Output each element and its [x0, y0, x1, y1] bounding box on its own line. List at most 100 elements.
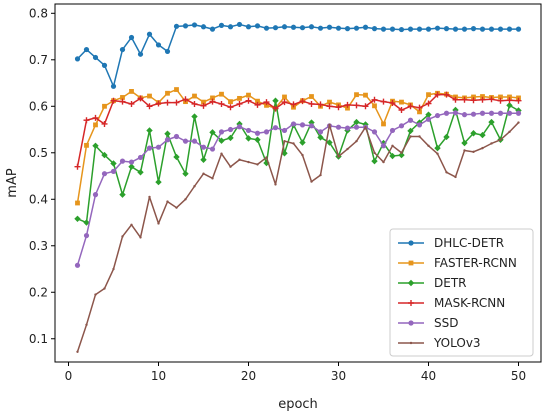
data-point-ssd	[236, 124, 243, 130]
legend-item-yolov3: YOLOv3	[398, 336, 481, 350]
data-point-yolov3	[319, 173, 322, 177]
data-point-mask-rcnn	[263, 99, 270, 106]
data-point-mask-rcnn	[434, 91, 441, 98]
data-point-dhlc-detr	[308, 24, 315, 30]
x-tick-label: 30	[331, 369, 346, 383]
data-point-dhlc-detr	[497, 26, 504, 32]
data-point-ssd	[344, 125, 351, 131]
data-point-detr	[137, 169, 144, 176]
data-point-yolov3	[247, 160, 250, 164]
data-point-detr	[182, 170, 189, 177]
data-point-mask-rcnn	[146, 103, 153, 110]
data-point-faster-rcnn	[192, 93, 197, 99]
data-point-dhlc-detr	[119, 46, 126, 53]
data-point-yolov3	[292, 142, 295, 145]
data-point-dhlc-detr	[236, 21, 243, 28]
data-point-detr	[128, 163, 135, 170]
data-point-faster-rcnn	[201, 99, 206, 105]
data-point-mask-rcnn	[245, 97, 252, 104]
data-point-yolov3	[139, 236, 142, 239]
data-point-ssd	[443, 110, 450, 116]
data-point-faster-rcnn	[426, 92, 431, 98]
data-point-detr	[200, 156, 207, 163]
data-point-faster-rcnn	[165, 90, 170, 96]
legend-marker-detr	[407, 279, 415, 287]
data-point-faster-rcnn	[210, 95, 215, 101]
data-point-dhlc-detr	[164, 48, 171, 55]
data-point-faster-rcnn	[480, 94, 485, 99]
data-point-faster-rcnn	[507, 94, 512, 100]
data-point-faster-rcnn	[327, 99, 332, 105]
data-point-mask-rcnn	[119, 98, 126, 105]
data-point-dhlc-detr	[290, 24, 297, 30]
data-point-ssd	[497, 110, 504, 116]
data-point-mask-rcnn	[110, 97, 117, 104]
data-point-mask-rcnn	[317, 101, 324, 108]
series-yolov3	[76, 121, 520, 353]
data-point-mask-rcnn	[299, 98, 306, 105]
series-detr	[74, 97, 522, 226]
data-point-ssd	[398, 123, 405, 129]
data-point-ssd	[452, 110, 459, 116]
data-point-dhlc-detr	[515, 26, 522, 32]
data-point-dhlc-detr	[470, 26, 477, 32]
data-point-yolov3	[220, 152, 223, 155]
legend-label-detr: DETR	[434, 276, 467, 290]
data-point-yolov3	[103, 287, 106, 290]
series-layer	[74, 21, 522, 353]
data-point-yolov3	[400, 151, 403, 154]
data-point-detr	[146, 127, 153, 134]
data-point-mask-rcnn	[290, 101, 297, 108]
data-point-mask-rcnn	[443, 91, 450, 98]
data-point-yolov3	[454, 175, 457, 179]
data-point-ssd	[515, 110, 522, 116]
data-point-detr	[209, 129, 216, 136]
data-point-ssd	[434, 112, 441, 119]
data-point-faster-rcnn	[228, 99, 233, 105]
data-point-yolov3	[355, 139, 358, 143]
x-axis-label: epoch	[278, 397, 318, 412]
data-point-dhlc-detr	[443, 26, 450, 32]
data-point-mask-rcnn	[92, 114, 99, 121]
data-point-ssd	[191, 138, 198, 144]
data-point-mask-rcnn	[164, 99, 171, 106]
data-point-ssd	[389, 127, 396, 134]
data-point-mask-rcnn	[227, 104, 234, 111]
data-point-detr	[425, 111, 432, 118]
y-tick-label: 0.1	[29, 332, 48, 346]
data-point-yolov3	[283, 139, 286, 143]
data-point-faster-rcnn	[102, 103, 107, 109]
legend-item-dhlc-detr: DHLC-DETR	[398, 236, 504, 250]
data-point-dhlc-detr	[128, 34, 135, 41]
data-point-yolov3	[202, 172, 205, 175]
data-point-mask-rcnn	[371, 96, 378, 103]
legend-label-faster-rcnn: FASTER-RCNN	[434, 256, 517, 270]
legend-label-ssd: SSD	[434, 316, 458, 330]
data-point-yolov3	[121, 235, 124, 238]
data-point-dhlc-detr	[398, 26, 405, 33]
data-point-detr	[326, 139, 333, 146]
legend-item-mask-rcnn: MASK-RCNN	[398, 296, 505, 310]
data-point-yolov3	[274, 183, 277, 186]
data-point-yolov3	[346, 147, 349, 151]
data-point-faster-rcnn	[93, 122, 98, 128]
data-point-dhlc-detr	[83, 46, 90, 53]
data-point-ssd	[335, 124, 342, 130]
data-point-yolov3	[364, 126, 367, 129]
data-point-mask-rcnn	[416, 104, 423, 111]
data-point-dhlc-detr	[416, 26, 423, 32]
legend-label-mask-rcnn: MASK-RCNN	[434, 296, 505, 310]
data-point-yolov3	[76, 350, 79, 353]
data-point-mask-rcnn	[308, 100, 315, 107]
data-point-detr	[272, 97, 279, 104]
data-point-ssd	[254, 130, 261, 136]
legend-item-faster-rcnn: FASTER-RCNN	[398, 256, 517, 270]
data-point-faster-rcnn	[255, 98, 260, 104]
data-point-ssd	[92, 192, 99, 198]
data-point-mask-rcnn	[398, 107, 405, 114]
data-point-detr	[245, 135, 252, 142]
y-tick-label: 0.3	[29, 239, 48, 253]
data-point-detr	[389, 152, 396, 160]
data-point-dhlc-detr	[191, 22, 198, 28]
